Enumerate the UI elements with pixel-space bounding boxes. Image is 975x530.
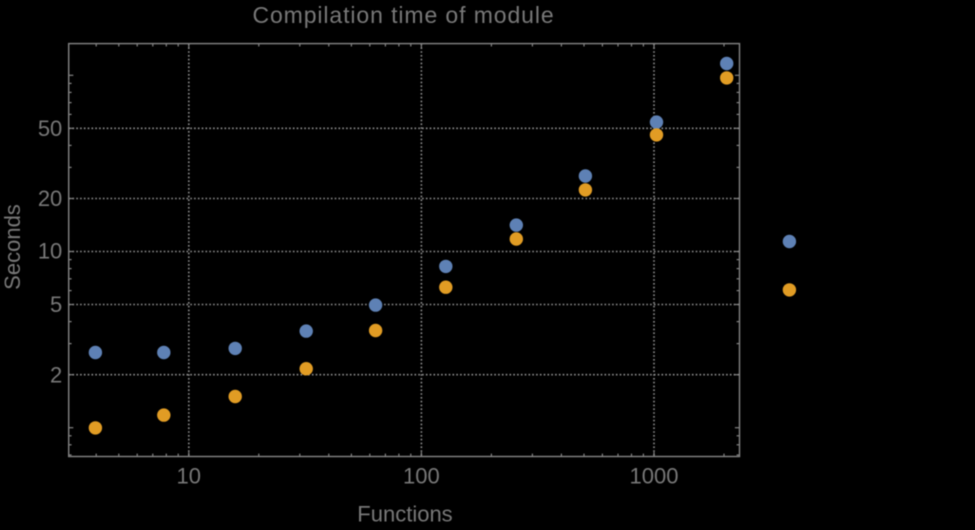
svg-text:Seconds: Seconds [0, 204, 25, 290]
svg-text:2: 2 [50, 362, 62, 387]
svg-text:1000: 1000 [630, 464, 679, 489]
svg-text:Functions: Functions [357, 502, 452, 526]
svg-text:5: 5 [50, 292, 62, 317]
svg-text:20: 20 [38, 186, 62, 211]
svg-text:100: 100 [403, 464, 440, 489]
svg-text:50: 50 [38, 116, 62, 141]
svg-text:10: 10 [38, 239, 62, 264]
svg-text:Compilation time of module: Compilation time of module [252, 2, 554, 28]
svg-text:10: 10 [177, 464, 201, 489]
